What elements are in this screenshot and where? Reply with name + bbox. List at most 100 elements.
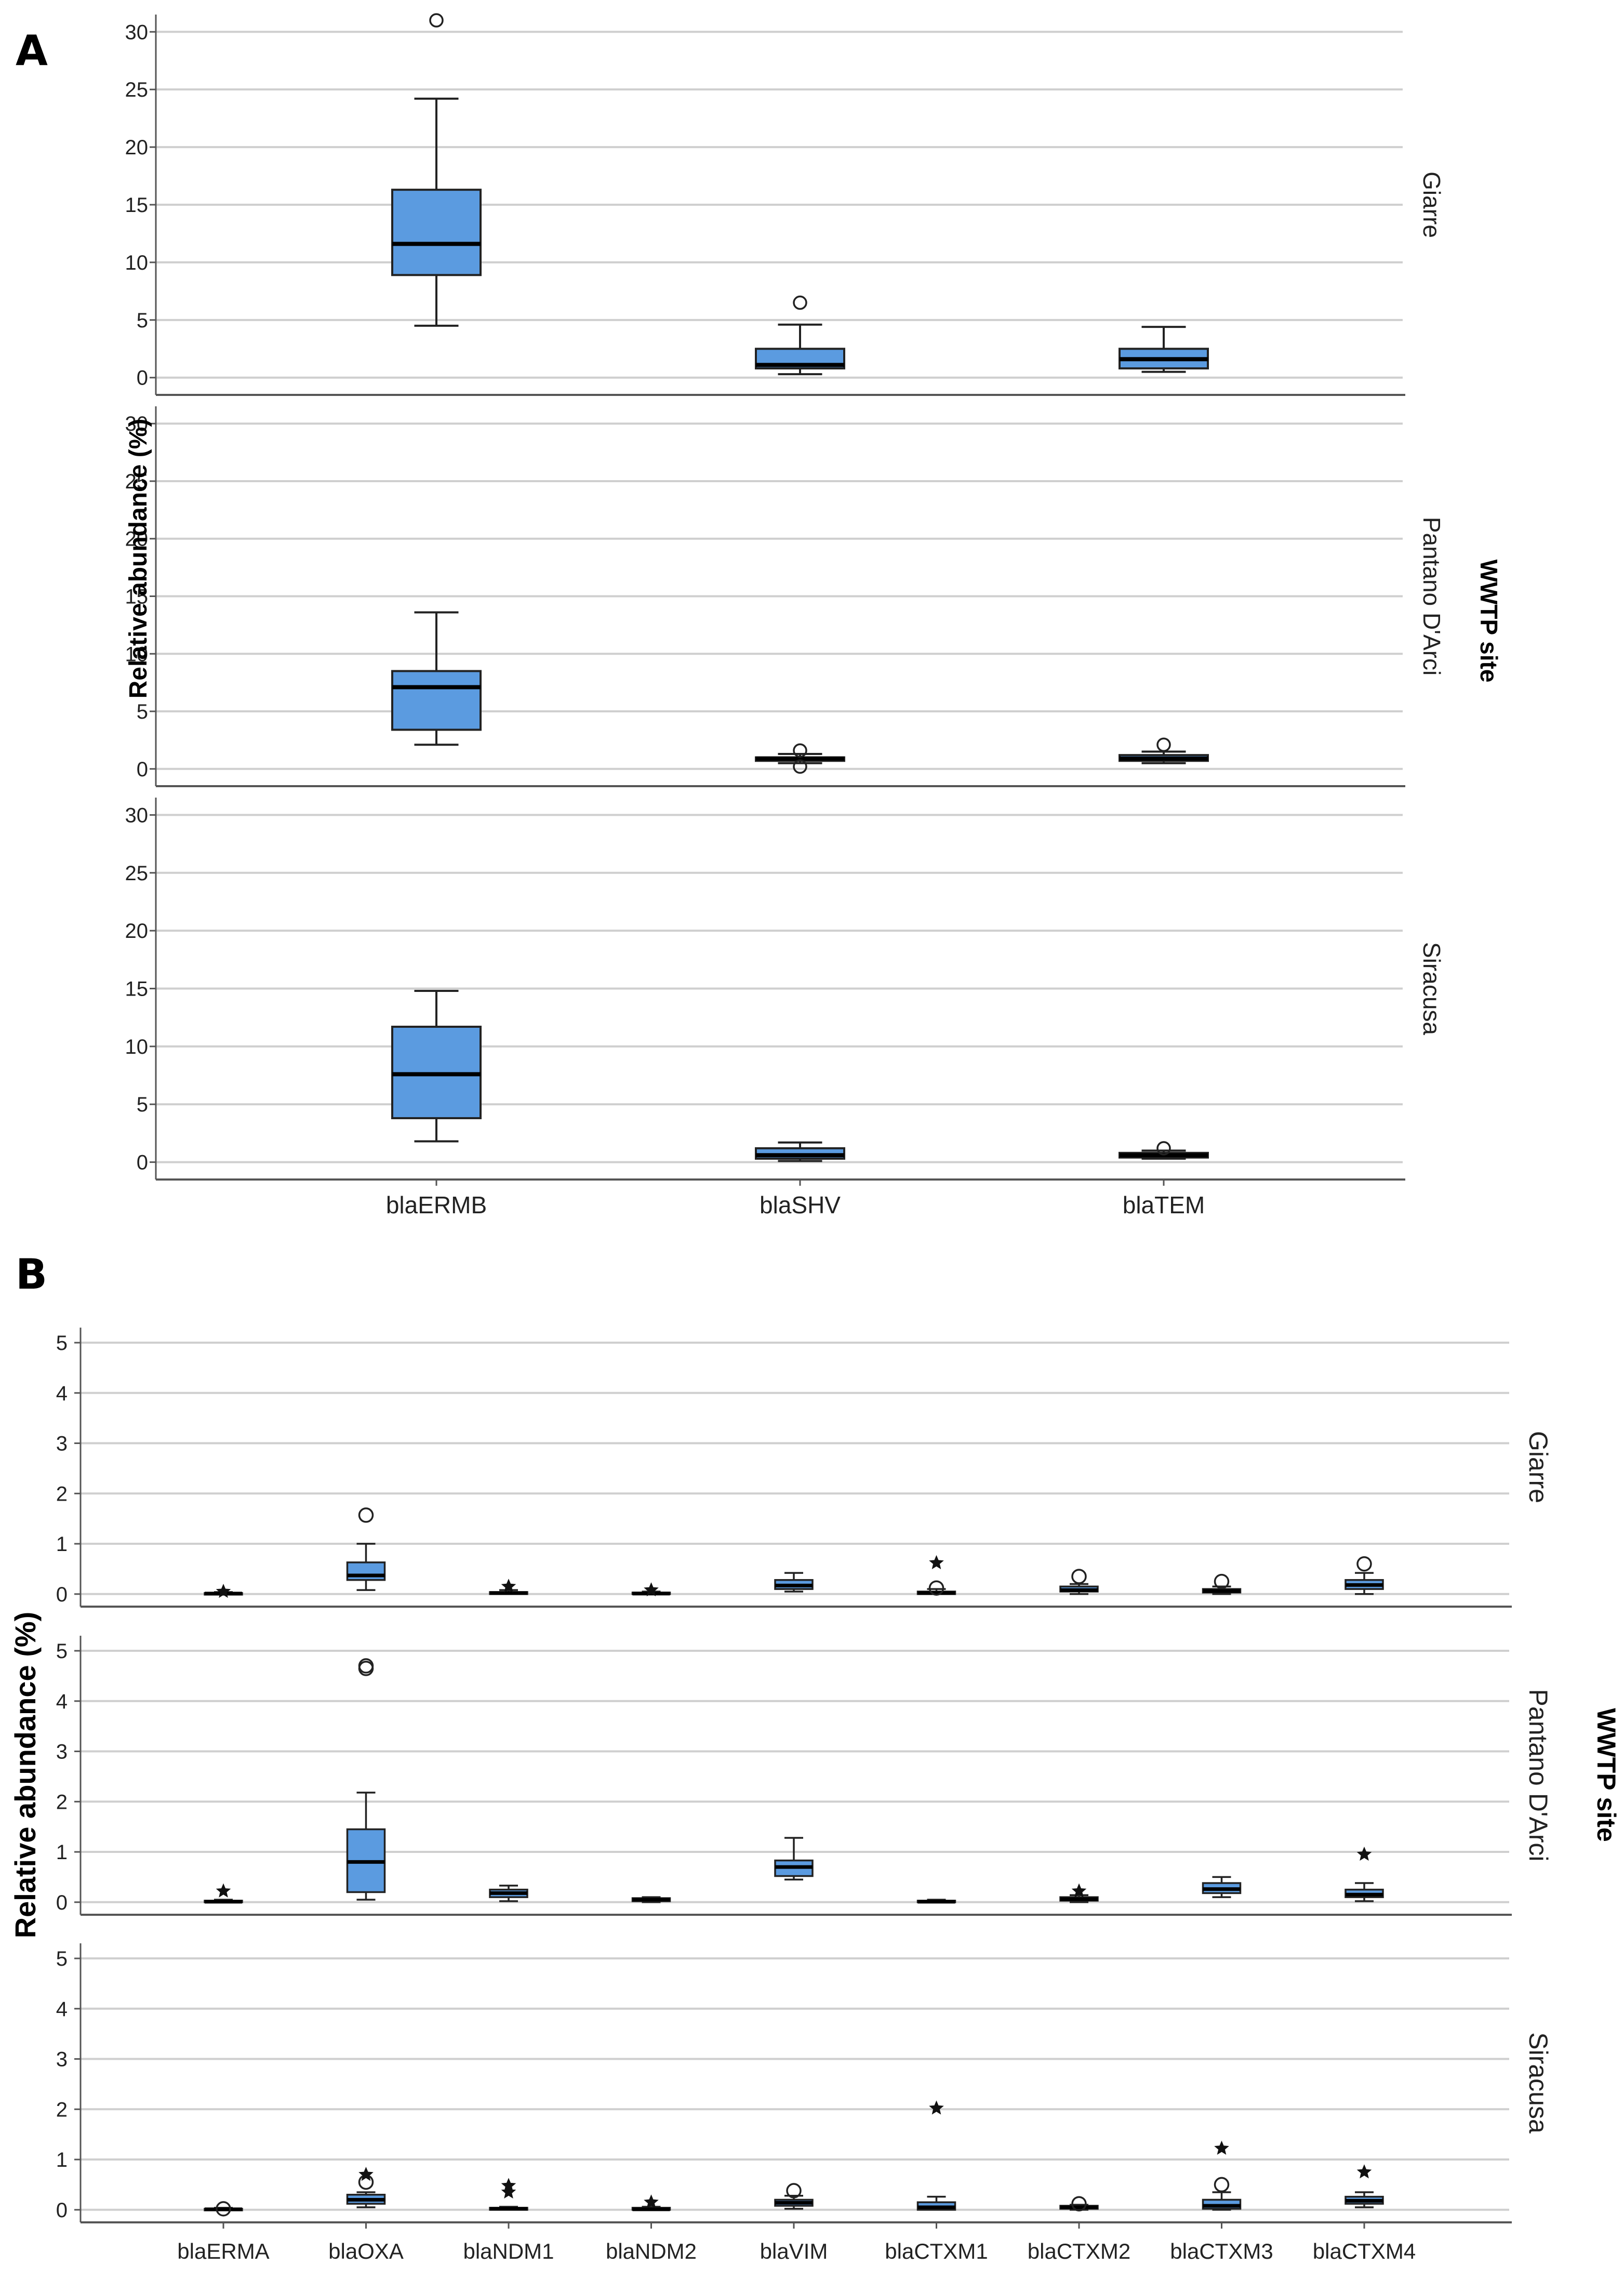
y-tick-label: 4 <box>56 1382 68 1405</box>
box-blandm2 <box>631 2194 671 2211</box>
box-blatem <box>1119 1141 1209 1160</box>
box-blactxm2 <box>1059 1569 1099 1595</box>
box-iqr <box>391 189 482 276</box>
box-blatem <box>1119 737 1209 764</box>
box-blactxm1 <box>916 1555 956 1596</box>
facet-giarre: 0 5 10 15 20 25 30 Giarre <box>125 13 1445 396</box>
box-blandm2 <box>631 1896 671 1903</box>
facet-pantano-d-arci: 0 1 2 3 4 5 Pantano D'Arci <box>56 1636 1553 1916</box>
box-iqr <box>346 1561 386 1581</box>
box-blaoxa <box>346 2167 386 2208</box>
extreme-point <box>501 1579 516 1593</box>
x-tick-label: blaOXA <box>328 2239 404 2263</box>
y-tick-label: 1 <box>56 1841 68 1864</box>
panel-a: A 0 5 10 15 20 25 30 Giarre 0 5 10 15 20 25 30 Pantano D… <box>16 13 1502 1218</box>
outlier-point <box>1356 1556 1372 1572</box>
facet-pantano-d-arci: 0 5 10 15 20 25 30 Pantano D'Arci <box>125 406 1445 787</box>
extreme-point <box>501 2184 516 2199</box>
y-tick-label: 25 <box>125 78 149 101</box>
outlier-point <box>1156 737 1171 752</box>
site-title: WWTP site <box>1475 560 1502 683</box>
panel-letter: A <box>16 27 48 75</box>
outlier-point <box>1214 1573 1230 1589</box>
x-tick-label: blaERMA <box>177 2239 269 2263</box>
facet-label: Giarre <box>1524 1431 1553 1503</box>
outlier-point <box>786 2183 802 2198</box>
outlier-point <box>358 1507 374 1523</box>
box-blaoxa <box>346 1658 386 1901</box>
outlier-point <box>1214 2177 1230 2193</box>
y-tick-label: 15 <box>125 586 149 608</box>
outlier-point <box>216 2201 231 2217</box>
facet-label: Pantano D'Arci <box>1524 1689 1553 1862</box>
x-tick-label: blaCTXM4 <box>1313 2239 1416 2263</box>
box-blaermb <box>391 611 482 746</box>
y-tick-label: 2 <box>56 2098 68 2121</box>
box-blaerma <box>204 1584 243 1598</box>
y-tick-label: 3 <box>56 2048 68 2071</box>
facet-siracusa: 0 1 2 3 4 5 Siracusa <box>56 1943 1553 2223</box>
box-blavim <box>774 1572 814 1593</box>
x-tick-label: blaSHV <box>760 1191 841 1218</box>
y-tick-label: 0 <box>137 367 148 390</box>
box-iqr <box>391 670 482 731</box>
y-tick-label: 20 <box>125 136 149 159</box>
box-blactxm2 <box>1059 2196 1099 2211</box>
facet-label: Giarre <box>1418 171 1445 238</box>
y-tick-label: 2 <box>56 1482 68 1505</box>
y-tick-label: 3 <box>56 1433 68 1455</box>
facet-siracusa: 0 5 10 15 20 25 30 Siracusa <box>125 798 1445 1181</box>
x-tick-label: blaCTXM2 <box>1028 2239 1130 2263</box>
outlier-point <box>793 743 807 758</box>
x-tick-label: blaTEM <box>1123 1191 1205 1218</box>
y-tick-label: 1 <box>56 1533 68 1556</box>
box-blatem <box>1119 326 1209 373</box>
y-tick-label: 20 <box>125 528 149 551</box>
box-blavim <box>774 1837 814 1881</box>
x-tick-label: blaVIM <box>760 2239 828 2263</box>
box-blandm1 <box>489 1579 528 1595</box>
x-tick-label: blaERMB <box>386 1191 487 1218</box>
x-tick-label: blaNDM2 <box>606 2239 697 2263</box>
extreme-point <box>1071 1883 1087 1898</box>
box-blactxm4 <box>1345 1846 1384 1902</box>
extreme-point <box>358 2167 374 2181</box>
extreme-point <box>929 2100 944 2115</box>
box-blaermb <box>391 989 482 1143</box>
facet-giarre: 0 1 2 3 4 5 Giarre <box>56 1328 1553 1608</box>
facet-label: Siracusa <box>1418 942 1445 1035</box>
box-blactxm3 <box>1202 1876 1242 1898</box>
y-tick-label: 0 <box>56 1583 68 1606</box>
y-tick-label: 15 <box>125 978 149 1001</box>
box-blandm1 <box>489 1885 528 1902</box>
facet-label: Pantano D'Arci <box>1418 517 1445 675</box>
y-tick-label: 5 <box>137 309 148 332</box>
box-blactxm2 <box>1059 1883 1099 1903</box>
extreme-point <box>1214 2140 1229 2155</box>
box-blaoxa <box>346 1507 386 1591</box>
outlier-point <box>928 1580 944 1596</box>
extreme-point <box>1356 2164 1372 2179</box>
outlier-point <box>1071 2196 1087 2211</box>
y-tick-label: 30 <box>125 21 149 44</box>
outlier-point <box>358 1658 374 1674</box>
extreme-point <box>1356 1846 1372 1861</box>
box-blavim <box>774 2183 814 2210</box>
y-tick-label: 2 <box>56 1791 68 1813</box>
y-tick-label: 5 <box>137 1093 148 1116</box>
y-tick-label: 0 <box>56 1891 68 1914</box>
y-tick-label: 25 <box>125 470 149 493</box>
y-tick-label: 3 <box>56 1741 68 1764</box>
x-tick-label: blaNDM1 <box>463 2239 554 2263</box>
y-tick-label: 0 <box>137 1151 148 1174</box>
box-blandm2 <box>631 1582 671 1597</box>
y-tick-label: 15 <box>125 194 149 217</box>
y-tick-label: 20 <box>125 920 149 943</box>
site-title: WWTP site <box>1592 1708 1621 1841</box>
y-tick-label: 5 <box>137 700 148 723</box>
box-blactxm3 <box>1202 2140 1242 2211</box>
y-axis-label: Relative abundance (%) <box>125 419 152 699</box>
y-tick-label: 10 <box>125 643 149 666</box>
extreme-point <box>644 1582 659 1597</box>
